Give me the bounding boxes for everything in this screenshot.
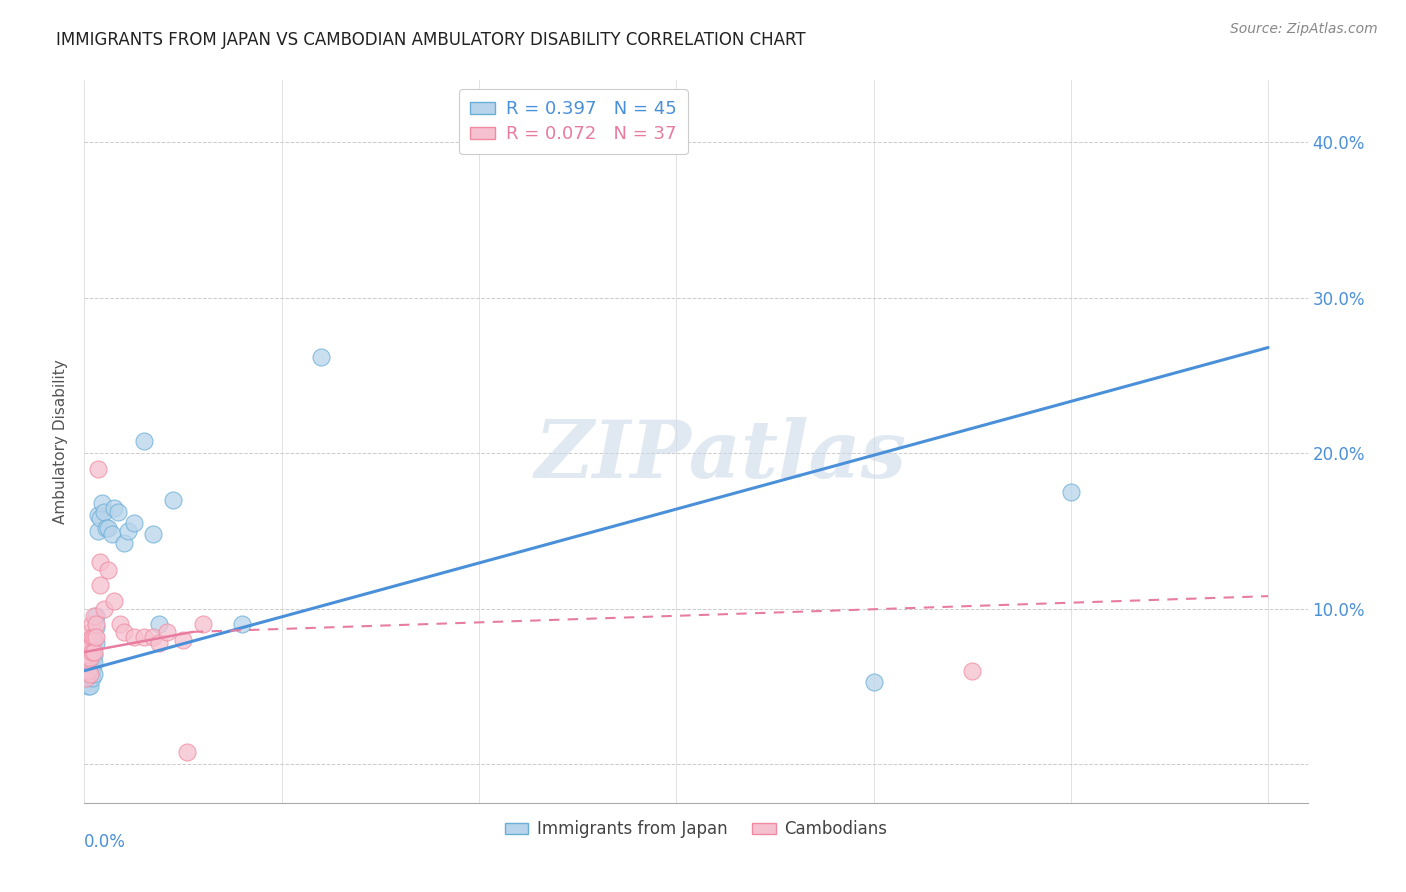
Point <box>79 666 101 681</box>
Point <box>89 578 111 592</box>
Text: 0.0%: 0.0% <box>84 833 127 851</box>
Point <box>108 617 131 632</box>
Point <box>132 630 155 644</box>
Point <box>960 664 983 678</box>
Point <box>84 636 107 650</box>
Point <box>93 601 115 615</box>
Point <box>75 648 97 663</box>
Point <box>87 461 110 475</box>
Point <box>77 648 100 663</box>
Point <box>79 679 101 693</box>
Point <box>117 524 139 538</box>
Text: IMMIGRANTS FROM JAPAN VS CAMBODIAN AMBULATORY DISABILITY CORRELATION CHART: IMMIGRANTS FROM JAPAN VS CAMBODIAN AMBUL… <box>56 31 806 49</box>
Point <box>83 645 105 659</box>
Point <box>77 679 100 693</box>
Point <box>103 500 125 515</box>
Point <box>82 672 104 686</box>
Point <box>93 505 115 519</box>
Point <box>84 609 107 624</box>
Point <box>132 434 155 448</box>
Point <box>83 656 105 670</box>
Point <box>79 640 101 655</box>
Point <box>79 666 101 681</box>
Point <box>79 660 101 674</box>
Point <box>97 563 120 577</box>
Point <box>862 674 884 689</box>
Point <box>75 672 97 686</box>
Point <box>122 630 145 644</box>
Point <box>77 632 100 647</box>
Point <box>191 617 214 632</box>
Point <box>89 511 111 525</box>
Point <box>79 651 101 665</box>
Point <box>142 527 165 541</box>
Point <box>82 640 104 655</box>
Point <box>77 664 100 678</box>
Point <box>231 617 253 632</box>
Point <box>79 645 101 659</box>
Point <box>309 350 332 364</box>
Point <box>83 648 105 663</box>
Point <box>75 664 97 678</box>
Point <box>87 524 110 538</box>
Point <box>83 632 105 647</box>
Point <box>77 651 100 665</box>
Point <box>82 664 104 678</box>
Point <box>75 636 97 650</box>
Point <box>172 632 194 647</box>
Text: ZIPatlas: ZIPatlas <box>534 417 907 495</box>
Point <box>82 645 104 659</box>
Point <box>156 624 179 639</box>
Point <box>162 492 184 507</box>
Point <box>112 536 135 550</box>
Point <box>148 617 170 632</box>
Point <box>75 656 97 670</box>
Point <box>83 666 105 681</box>
Point <box>79 624 101 639</box>
Point <box>77 640 100 655</box>
Point <box>84 617 107 632</box>
Point <box>103 594 125 608</box>
Point <box>84 630 107 644</box>
Point <box>77 664 100 678</box>
Legend: Immigrants from Japan, Cambodians: Immigrants from Japan, Cambodians <box>498 814 894 845</box>
Text: Source: ZipAtlas.com: Source: ZipAtlas.com <box>1230 22 1378 37</box>
Point <box>79 651 101 665</box>
Y-axis label: Ambulatory Disability: Ambulatory Disability <box>53 359 69 524</box>
Point <box>112 624 135 639</box>
Point <box>77 666 100 681</box>
Point <box>142 630 165 644</box>
Point <box>87 508 110 523</box>
Point <box>89 555 111 569</box>
Point <box>75 672 97 686</box>
Point <box>83 609 105 624</box>
Point <box>97 521 120 535</box>
Point <box>82 656 104 670</box>
Point <box>83 630 105 644</box>
Point <box>94 521 117 535</box>
Point <box>107 505 129 519</box>
Point <box>176 745 198 759</box>
Point <box>84 620 107 634</box>
Point <box>101 527 124 541</box>
Point <box>122 516 145 530</box>
Point <box>91 496 114 510</box>
Point <box>77 674 100 689</box>
Point <box>148 636 170 650</box>
Point <box>82 617 104 632</box>
Point <box>82 630 104 644</box>
Point <box>75 656 97 670</box>
Point <box>1060 485 1083 500</box>
